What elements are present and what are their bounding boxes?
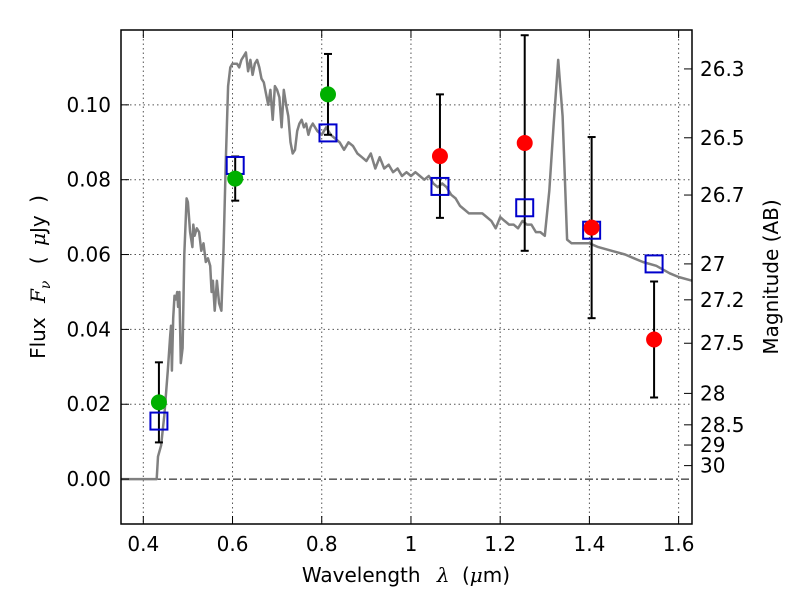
y-tick-label: 0.06	[66, 243, 111, 267]
y-axis-label-unit-close: )	[26, 195, 50, 203]
photometry-point-green	[227, 170, 244, 187]
y-axis-label-text: Flux	[26, 317, 50, 359]
x-axis-label: Wavelength λ (μm)	[302, 563, 510, 587]
model-box-marker	[644, 254, 664, 274]
x-tick-label: 1.4	[573, 532, 605, 556]
plot-frame	[120, 29, 693, 525]
y2-tick-label: 26.3	[700, 57, 745, 81]
x-tick-label: 0.6	[217, 532, 249, 556]
x-tick-label: 0.4	[127, 532, 159, 556]
y-axis-label-unit-mu: μ	[26, 233, 50, 246]
y-tick-label: 0.02	[66, 392, 111, 416]
y-tick-label: 0.00	[66, 467, 111, 491]
model-box-marker	[515, 198, 535, 218]
x-axis-label-symbol: λ	[436, 563, 450, 587]
y2-tick-label: 27	[700, 252, 725, 276]
y-axis-label-unit-open: (	[26, 256, 50, 264]
x-axis-label-unit-mu: μ	[470, 563, 483, 587]
y-axis-label-unit-rest: Jy	[26, 215, 50, 235]
photometry-point-red	[516, 135, 533, 152]
y-axis-label-subscript: ν	[38, 280, 54, 289]
y2-tick-label: 26.7	[700, 183, 745, 207]
y-tick-label: 0.08	[66, 168, 111, 192]
model-box-marker	[430, 176, 450, 196]
plot-background	[121, 30, 692, 524]
x-tick-label: 1.2	[484, 532, 516, 556]
x-tick-labels: 0.4 0.6 0.8 1 1.2 1.4 1.6	[127, 532, 694, 556]
y-axis-label-symbol: F	[26, 288, 50, 304]
photometry-point-group	[150, 86, 663, 411]
photometry-point-green	[150, 394, 167, 411]
y2-axis-label: Magnitude (AB)	[759, 199, 783, 354]
y2-tick-label: 26.5	[700, 126, 745, 150]
photometry-point-red	[431, 148, 448, 165]
model-spectrum-line	[121, 51, 693, 481]
y2-tick-label: 27.5	[700, 331, 745, 355]
x-axis-label-unit-rest: m)	[483, 563, 510, 587]
y-axis-label: Flux Fν ( μJy )	[26, 195, 55, 359]
x-tick-label: 1.6	[663, 532, 695, 556]
model-spectrum-group	[121, 51, 693, 481]
x-tick-label: 1	[405, 532, 418, 556]
photometry-point-red	[646, 331, 663, 348]
grid	[121, 30, 692, 524]
y-tick-label: 0.04	[66, 317, 111, 341]
photometry-point-red	[583, 219, 600, 236]
x-axis-label-text: Wavelength	[302, 563, 421, 587]
y2-tick-label: 28.5	[700, 413, 745, 437]
x-tick-label: 0.8	[306, 532, 338, 556]
photometry-point-green	[319, 86, 336, 103]
y-tick-label: 0.10	[66, 93, 111, 117]
x-axis-label-unit-open: (	[462, 563, 470, 587]
y2-tick-label: 28	[700, 381, 725, 405]
y2-tick-label: 27.2	[700, 288, 745, 312]
y2-tick-label: 30	[700, 454, 725, 478]
model-box-marker	[318, 123, 338, 143]
y2-tick-label: 29	[700, 433, 725, 457]
model-box-marker	[149, 411, 169, 431]
y-tick-labels: 0.00 0.02 0.04 0.06 0.08 0.10	[66, 93, 111, 491]
tick-marks	[121, 30, 692, 524]
